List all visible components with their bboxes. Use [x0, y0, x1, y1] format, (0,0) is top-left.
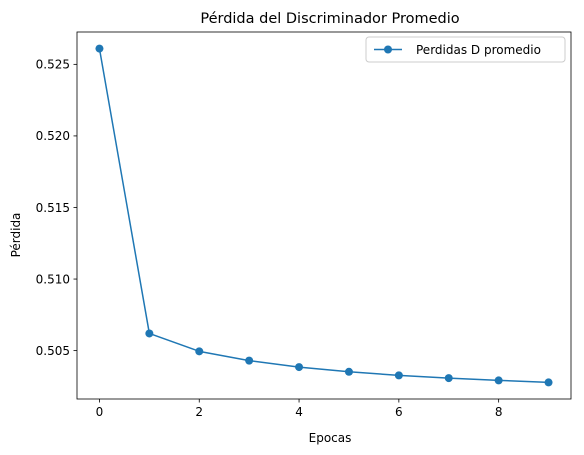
y-tick-label: 0.525	[36, 58, 70, 72]
axes-frame	[76, 31, 572, 400]
data-point	[295, 363, 304, 372]
y-tick-label: 0.515	[36, 201, 70, 215]
x-tick-label: 4	[295, 405, 303, 419]
plot-area: 0 2 4 6 8 0.505 0.510 0.515 0.520 0.525 Perdidas D…	[36, 31, 572, 419]
x-tick-label: 0	[96, 405, 104, 419]
legend-box	[365, 36, 566, 63]
chart-title: Pérdida del Discriminador Promedio	[200, 11, 459, 27]
data-point	[544, 378, 553, 387]
legend-label: Perdidas D promedio	[416, 43, 541, 57]
x-tick-label: 6	[395, 405, 403, 419]
y-tick-label: 0.505	[36, 344, 70, 358]
y-tick-label: 0.510	[36, 272, 70, 286]
x-axis-label: Epocas	[309, 431, 352, 445]
data-point	[444, 374, 453, 383]
data-point	[344, 367, 353, 376]
series-line	[98, 48, 549, 384]
legend-marker	[384, 45, 392, 54]
data-point	[494, 376, 503, 385]
data-point	[195, 347, 204, 356]
x-tick-label: 2	[195, 405, 203, 419]
y-axis-label: Pérdida	[9, 213, 23, 258]
data-point	[145, 329, 154, 338]
data-point	[95, 44, 104, 53]
data-point	[394, 371, 403, 380]
y-tick-label: 0.520	[36, 129, 70, 143]
x-tick-label: 8	[495, 405, 503, 419]
data-point	[245, 356, 254, 365]
